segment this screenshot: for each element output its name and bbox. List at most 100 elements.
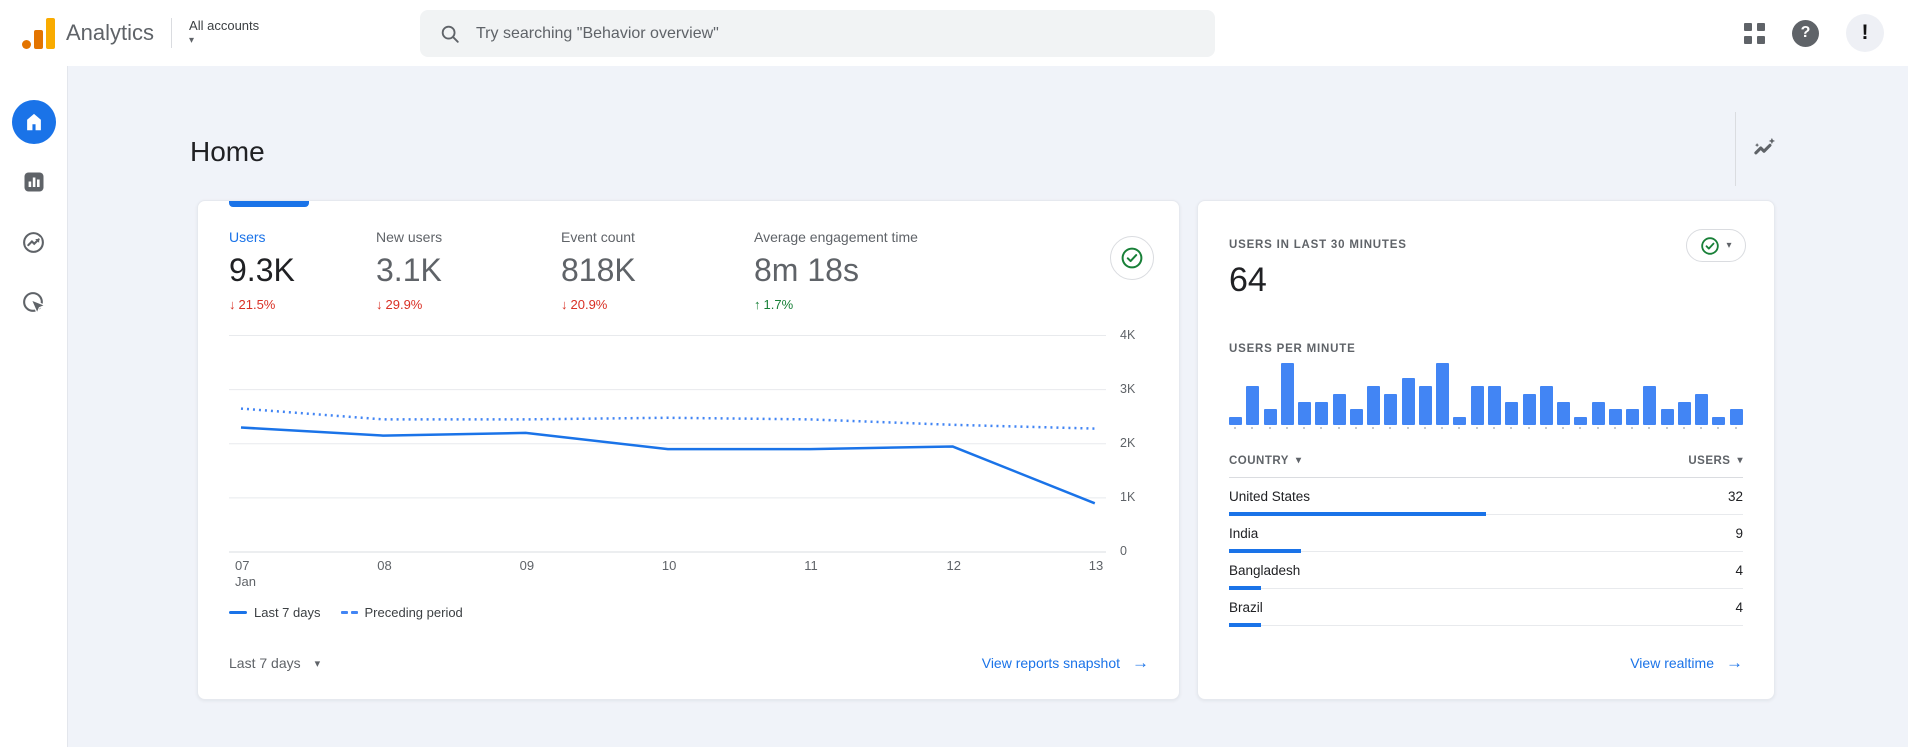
brand-title: Analytics <box>66 20 155 45</box>
delta-value: 21.5% <box>238 297 276 312</box>
link-label: View realtime <box>1630 655 1714 671</box>
account-switcher[interactable]: All accounts ▾ <box>189 18 259 48</box>
logo-bar-mid <box>34 29 43 49</box>
content: Home Users 9.3K ↓ 21.5% New users 3.1K <box>68 66 1908 747</box>
delta-arrow-icon: ↑ <box>754 297 761 312</box>
link-label: View reports snapshot <box>981 655 1120 671</box>
range-label: Last 7 days <box>229 655 301 671</box>
legend-label: Preceding period <box>364 605 463 620</box>
metric-value: 3.1K <box>376 252 442 288</box>
selected-metric-indicator <box>229 201 309 207</box>
country-users: 9 <box>1735 525 1743 541</box>
header-divider <box>171 18 173 48</box>
sidebar-item-home[interactable] <box>11 100 56 144</box>
view-reports-snapshot-link[interactable]: View reports snapshot → <box>982 653 1149 673</box>
table-row: Bangladesh 4 <box>1229 552 1743 590</box>
help-icon: ? <box>1800 24 1811 41</box>
chevron-down-icon: ▾ <box>1726 240 1732 251</box>
metric-users[interactable]: Users 9.3K ↓ 21.5% <box>229 229 376 312</box>
delta-value: 29.9% <box>385 297 423 312</box>
page-title: Home <box>190 136 265 167</box>
column-users-sort[interactable]: USERS ▾ <box>1688 455 1743 467</box>
metric-delta: ↑ 1.7% <box>754 297 918 312</box>
country-share-bar <box>1229 586 1262 590</box>
sidebar-item-reports[interactable] <box>12 160 56 204</box>
logo-dot <box>22 39 31 49</box>
table-row: India 9 <box>1229 515 1743 553</box>
chart-legend: Last 7 days Preceding period <box>229 605 463 620</box>
metric-value: 8m 18s <box>754 252 859 288</box>
table-row: United States 32 <box>1229 478 1743 516</box>
explore-icon <box>23 231 44 253</box>
logo-bar-tall <box>46 17 55 49</box>
chevron-down-icon: ▾ <box>1295 455 1302 466</box>
chevron-down-icon: ▾ <box>189 35 195 47</box>
insights-button[interactable] <box>1748 132 1780 164</box>
bar-chart-icon <box>24 172 43 192</box>
metric-delta: ↓ 20.9% <box>561 297 754 312</box>
home-icon <box>26 113 41 131</box>
metric-avg-engagement-time[interactable]: Average engagement time 8m 18s ↑ 1.7% <box>754 229 918 312</box>
country-share-bar <box>1229 512 1486 516</box>
legend-label: Last 7 days <box>254 605 321 620</box>
delta-arrow-icon: ↓ <box>229 297 236 312</box>
dashed-line-swatch <box>340 611 358 614</box>
country-name: India <box>1229 525 1259 541</box>
users-per-minute-title: USERS PER MINUTE <box>1229 343 1356 355</box>
search-bar[interactable] <box>420 10 1215 57</box>
users-last-30min-value: 64 <box>1229 261 1267 299</box>
sidebar-item-explore[interactable] <box>12 220 56 264</box>
search-input[interactable] <box>476 24 1196 43</box>
realtime-title: USERS IN LAST 30 MINUTES <box>1229 239 1407 251</box>
legend-preceding-period: Preceding period <box>340 605 463 620</box>
realtime-card: USERS IN LAST 30 MINUTES ▾ 64 USERS PER … <box>1197 200 1775 700</box>
analytics-logo-icon[interactable] <box>22 17 55 49</box>
metric-label: Event count <box>561 229 635 245</box>
metric-event-count[interactable]: Event count 818K ↓ 20.9% <box>561 229 754 312</box>
arrow-right-icon: → <box>1726 653 1743 672</box>
metric-value: 818K <box>561 252 636 288</box>
country-users: 32 <box>1727 488 1743 504</box>
chevron-down-icon: ▾ <box>314 657 321 670</box>
header-actions: ? ! <box>1744 0 1908 66</box>
column-country-sort[interactable]: COUNTRY ▾ <box>1229 455 1301 467</box>
country-share-bar <box>1229 623 1262 627</box>
data-quality-badge[interactable] <box>1110 236 1154 280</box>
realtime-card-footer: View realtime → <box>1630 653 1743 673</box>
metric-label: New users <box>376 229 443 245</box>
sidebar <box>0 66 68 747</box>
country-users: 4 <box>1735 599 1743 615</box>
insights-sparkline-icon <box>1754 137 1776 155</box>
check-circle-icon <box>1701 236 1720 255</box>
country-share-bar <box>1229 549 1302 553</box>
column-label: USERS <box>1688 454 1731 467</box>
check-circle-icon <box>1121 247 1143 269</box>
delta-arrow-icon: ↓ <box>561 297 568 312</box>
country-name: Brazil <box>1229 599 1263 615</box>
legend-last-7-days: Last 7 days <box>229 605 321 620</box>
apps-grid-icon[interactable] <box>1744 22 1765 44</box>
insights-divider <box>1735 112 1736 186</box>
metric-value: 9.3K <box>229 252 295 288</box>
metric-new-users[interactable]: New users 3.1K ↓ 29.9% <box>376 229 561 312</box>
metrics-row: Users 9.3K ↓ 21.5% New users 3.1K ↓ 29.9… <box>229 229 918 312</box>
view-realtime-link[interactable]: View realtime → <box>1630 653 1743 673</box>
delta-arrow-icon: ↓ <box>376 297 383 312</box>
date-range-selector[interactable]: Last 7 days ▾ <box>229 655 320 671</box>
advertising-icon <box>23 291 46 315</box>
table-header: COUNTRY ▾ USERS ▾ <box>1229 444 1743 478</box>
column-label: COUNTRY <box>1229 454 1289 467</box>
metric-delta: ↓ 29.9% <box>376 297 561 312</box>
help-button[interactable]: ? <box>1792 19 1819 47</box>
users-per-minute-bar-chart <box>1229 363 1743 429</box>
delta-value: 1.7% <box>763 297 794 312</box>
country-users: 4 <box>1735 562 1743 578</box>
metric-delta: ↓ 21.5% <box>229 297 376 312</box>
arrow-right-icon: → <box>1132 653 1149 672</box>
chevron-down-icon: ▾ <box>1737 455 1743 466</box>
overview-card-footer: Last 7 days ▾ View reports snapshot → <box>229 653 1149 673</box>
avatar[interactable]: ! <box>1846 14 1884 52</box>
sidebar-item-advertising[interactable] <box>12 280 56 324</box>
account-switcher-label: All accounts <box>189 18 260 34</box>
realtime-status-dropdown[interactable]: ▾ <box>1686 229 1746 262</box>
